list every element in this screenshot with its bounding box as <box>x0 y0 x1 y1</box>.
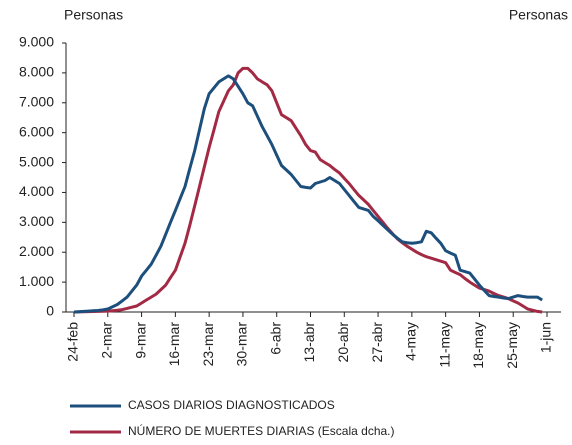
x-tick-label: 24-feb <box>65 322 81 362</box>
series-line <box>73 74 543 314</box>
x-tick-label: 23-mar <box>200 322 216 367</box>
x-tick-label: 27-abr <box>369 322 385 363</box>
legend-label: CASOS DIARIOS DIAGNOSTICADOS <box>128 398 335 412</box>
x-tick-label: 16-mar <box>166 322 182 367</box>
x-tick-label: 1-jun <box>538 322 554 353</box>
y-tick-label: 3.000 <box>19 213 54 229</box>
x-tick-label: 11-may <box>436 322 452 368</box>
x-tick-label: 2-mar <box>98 322 114 359</box>
x-tick-label: 25-may <box>504 322 520 369</box>
y-tick-label: 5.000 <box>19 153 54 169</box>
x-tick-label: 4-may <box>403 322 419 361</box>
y-tick-label: 0 <box>46 303 54 319</box>
x-tick-label: 30-mar <box>234 322 250 367</box>
x-tick-label: 9-mar <box>132 322 148 359</box>
x-tick-label: 18-may <box>470 322 486 369</box>
y-tick-label: 7.000 <box>19 93 54 109</box>
x-tick-label: 6-abr <box>267 322 283 355</box>
y-tick-label: 8.000 <box>19 64 54 80</box>
x-tick-label: 13-abr <box>301 322 317 363</box>
legend-label: NÚMERO DE MUERTES DIARIAS (Escala dcha.) <box>128 423 395 438</box>
y-tick-label: 1.000 <box>19 273 54 289</box>
series-line <box>73 66 543 314</box>
y-axis-label: Personas <box>64 7 123 23</box>
y2-axis-label: Personas <box>509 7 568 23</box>
y-tick-label: 9.000 <box>19 34 54 50</box>
y-tick-label: 2.000 <box>19 243 54 259</box>
y-tick-label: 4.000 <box>19 183 54 199</box>
y-tick-label: 6.000 <box>19 123 54 139</box>
x-tick-label: 20-abr <box>335 322 351 363</box>
